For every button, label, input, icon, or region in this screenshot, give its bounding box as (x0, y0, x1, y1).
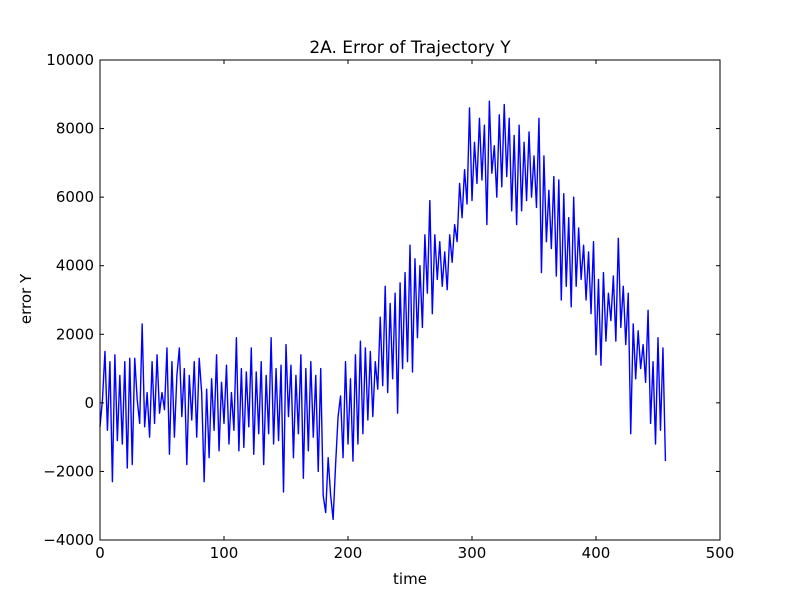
y-tick-label: 8000 (56, 120, 94, 138)
x-tick-label: 300 (458, 544, 487, 562)
x-tick-label: 500 (706, 544, 735, 562)
x-tick-label: 0 (95, 544, 105, 562)
x-tick-label: 200 (334, 544, 363, 562)
plot-frame (99, 59, 721, 541)
y-tick-label: 0 (84, 394, 94, 412)
tick-group: 0 100 200 300 400 500 −4000 −2000 0 2000 4000 6000 8… (43, 51, 734, 562)
x-tick-label: 100 (210, 544, 239, 562)
chart-title: 2A. Error of Trajectory Y (309, 38, 511, 58)
x-tick-label: 400 (582, 544, 611, 562)
y-tick-label: −2000 (43, 462, 94, 480)
series-line-0 (99, 100, 667, 521)
y-tick-label: 4000 (56, 257, 94, 275)
y-tick-label: 6000 (56, 188, 94, 206)
y-tick-label: 2000 (56, 325, 94, 343)
y-tick-label: 10000 (46, 51, 94, 69)
x-axis-label: time (393, 570, 427, 588)
series-group (99, 100, 667, 521)
y-axis-label: error Y (17, 273, 35, 324)
y-tick-label: −4000 (43, 531, 94, 549)
